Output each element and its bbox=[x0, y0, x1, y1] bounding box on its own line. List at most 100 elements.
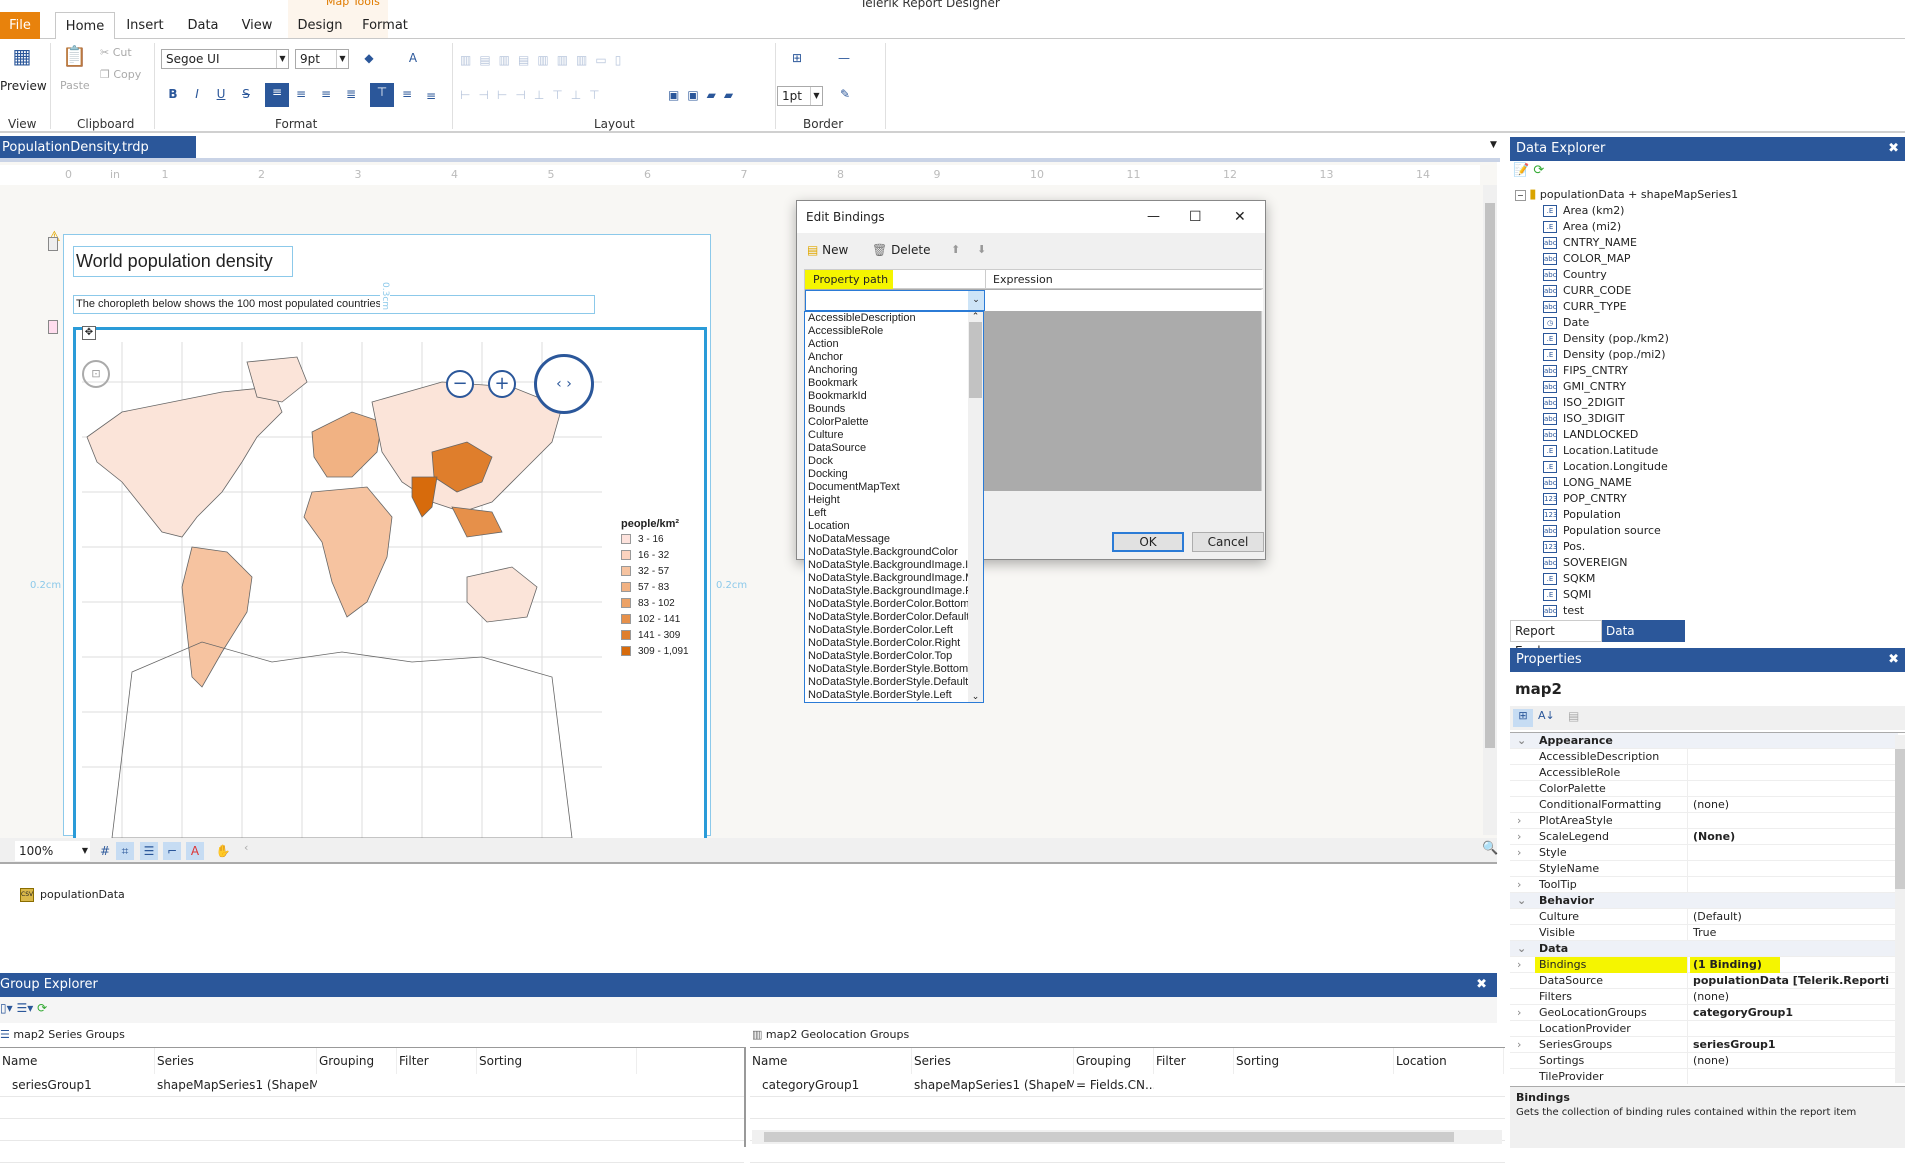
property-row[interactable]: Filters (none) bbox=[1510, 989, 1898, 1005]
chevron-right-icon[interactable]: › bbox=[1517, 846, 1522, 859]
field-item[interactable]: .E Density (pop./km2) bbox=[1543, 331, 1669, 347]
dropdown-option[interactable]: Location bbox=[808, 520, 850, 532]
paste-button[interactable]: Paste bbox=[60, 79, 90, 92]
guides-icon[interactable]: ☰ bbox=[140, 842, 158, 860]
dropdown-option[interactable]: Bookmark bbox=[808, 377, 858, 389]
delete-binding-button[interactable]: 🗑 Delete bbox=[872, 243, 931, 257]
field-item[interactable]: 123 POP_CNTRY bbox=[1543, 491, 1627, 507]
field-item[interactable]: .E Location.Latitude bbox=[1543, 443, 1658, 459]
map-item[interactable]: ✥ ⊡ − + ‹ › people/km² 3 - 16 16 - 32 32 -… bbox=[73, 326, 707, 839]
copy-button[interactable]: ❐ Copy bbox=[100, 68, 141, 81]
column-header[interactable]: Grouping bbox=[1074, 1048, 1154, 1074]
property-category[interactable]: ⌄ Behavior bbox=[1510, 893, 1898, 909]
dropdown-scrollbar[interactable]: ⌃ ⌄ bbox=[968, 312, 983, 702]
categorized-icon[interactable]: ⊞ bbox=[1513, 709, 1533, 727]
align-middle-icon[interactable]: ≡ bbox=[401, 87, 413, 101]
tab-menu-icon[interactable]: ▼ bbox=[1490, 140, 1497, 150]
property-value[interactable]: categoryGroup1 bbox=[1693, 1006, 1794, 1019]
property-row[interactable]: › PlotAreaStyle bbox=[1510, 813, 1898, 829]
table-cell[interactable] bbox=[1154, 1074, 1234, 1096]
tab-format[interactable]: Format bbox=[362, 18, 408, 33]
dropdown-option[interactable]: NoDataStyle.BorderColor.Top bbox=[808, 650, 953, 662]
vertical-scrollbar[interactable] bbox=[1483, 185, 1497, 835]
font-color-icon[interactable]: A bbox=[408, 51, 418, 65]
collapse-icon[interactable]: − bbox=[1515, 190, 1526, 201]
field-item[interactable]: abc CURR_CODE bbox=[1543, 283, 1631, 299]
scrollbar-thumb[interactable] bbox=[1485, 203, 1495, 748]
maximize-icon[interactable]: ☐ bbox=[1189, 209, 1202, 225]
close-icon[interactable]: ✖ bbox=[1888, 652, 1899, 667]
tab-view[interactable]: View bbox=[241, 18, 273, 33]
dropdown-option[interactable]: NoDataStyle.BackgroundImage.In bbox=[808, 559, 969, 571]
property-row[interactable]: AccessibleRole bbox=[1510, 765, 1898, 781]
dropdown-option[interactable]: Culture bbox=[808, 429, 844, 441]
field-item[interactable]: .E Area (km2) bbox=[1543, 203, 1624, 219]
field-item[interactable]: abc ISO_2DIGIT bbox=[1543, 395, 1625, 411]
property-value[interactable]: populationData [Telerik.Reporting.Cs bbox=[1693, 974, 1890, 987]
field-item[interactable]: 123 Population bbox=[1543, 507, 1621, 523]
property-row[interactable]: › ScaleLegend (None) bbox=[1510, 829, 1898, 845]
dropdown-option[interactable]: AccessibleRole bbox=[808, 325, 884, 337]
dropdown-option[interactable]: NoDataStyle.BorderColor.Left bbox=[808, 624, 953, 636]
minimize-icon[interactable]: — bbox=[1147, 209, 1160, 224]
dropdown-option[interactable]: NoDataMessage bbox=[808, 533, 890, 545]
refresh-icon[interactable]: ⟳ bbox=[1533, 163, 1545, 178]
dropdown-option[interactable]: NoDataStyle.BorderStyle.Left bbox=[808, 689, 952, 701]
dropdown-option[interactable]: DocumentMapText bbox=[808, 481, 900, 493]
font-size-select[interactable]: 9pt ▼ bbox=[295, 49, 349, 69]
property-category[interactable]: ⌄ Appearance bbox=[1510, 733, 1898, 749]
bold-icon[interactable]: B bbox=[168, 87, 178, 101]
chevron-right-icon[interactable]: › bbox=[1517, 830, 1522, 843]
grid-icon[interactable]: # bbox=[99, 844, 111, 858]
table-cell[interactable]: shapeMapSeries1 (ShapeM... bbox=[157, 1078, 317, 1092]
list-icon[interactable]: ☰▾ bbox=[16, 1001, 38, 1015]
edit-datasource-icon[interactable]: 📝 bbox=[1513, 163, 1530, 178]
column-property-path[interactable]: Property path bbox=[805, 270, 893, 289]
new-binding-button[interactable]: ▤ New bbox=[807, 243, 848, 257]
chevron-right-icon[interactable]: › bbox=[1517, 878, 1522, 891]
layout-order-icons[interactable]: ▣▣▰▰ bbox=[668, 88, 742, 102]
tab-report-explorer[interactable]: Report Explorer bbox=[1510, 620, 1602, 658]
field-item[interactable]: abc LANDLOCKED bbox=[1543, 427, 1638, 443]
align-top-icon[interactable]: ⊤ bbox=[370, 83, 394, 107]
property-value[interactable]: (none) bbox=[1693, 990, 1730, 1003]
chevron-right-icon[interactable]: › bbox=[1517, 1038, 1522, 1051]
chevron-right-icon[interactable]: › bbox=[1517, 814, 1522, 827]
column-header[interactable]: Filter bbox=[1154, 1048, 1234, 1074]
zoom-out-icon[interactable]: − bbox=[446, 370, 474, 398]
table-cell[interactable] bbox=[1394, 1074, 1504, 1096]
field-item[interactable]: abc CURR_TYPE bbox=[1543, 299, 1627, 315]
table-cell[interactable] bbox=[397, 1074, 477, 1096]
tab-file[interactable]: File bbox=[0, 12, 40, 39]
table-cell[interactable] bbox=[317, 1074, 397, 1096]
dropdown-option[interactable]: Left bbox=[808, 507, 827, 519]
dropdown-option[interactable]: BookmarkId bbox=[808, 390, 867, 402]
field-item[interactable]: .E SQMI bbox=[1543, 587, 1591, 603]
property-row[interactable]: Culture (Default) bbox=[1510, 909, 1898, 925]
property-row[interactable]: › GeoLocationGroups categoryGroup1 bbox=[1510, 1005, 1898, 1021]
field-item[interactable]: abc test bbox=[1543, 603, 1584, 619]
tab-data[interactable]: Data bbox=[187, 18, 219, 33]
property-value[interactable]: (Default) bbox=[1693, 910, 1742, 923]
dropdown-option[interactable]: Height bbox=[808, 494, 840, 506]
align-bottom-icon[interactable]: ≡ bbox=[425, 89, 437, 103]
dropdown-option[interactable]: AccessibleDescription bbox=[808, 312, 916, 324]
tab-data-explorer[interactable]: Data Explorer bbox=[1602, 620, 1685, 660]
property-row[interactable]: › Bindings (1 Binding) bbox=[1510, 957, 1898, 973]
field-item[interactable]: abc LONG_NAME bbox=[1543, 475, 1632, 491]
ok-button[interactable]: OK bbox=[1112, 532, 1184, 552]
field-item[interactable]: 123 Pos. bbox=[1543, 539, 1585, 555]
chevron-down-icon[interactable]: ⌄ bbox=[968, 291, 984, 310]
field-item[interactable]: abc FIPS_CNTRY bbox=[1543, 363, 1628, 379]
dropdown-option[interactable]: NoDataStyle.BorderStyle.Default bbox=[808, 676, 969, 688]
dropdown-option[interactable]: NoDataStyle.BackgroundImage.F bbox=[808, 585, 969, 597]
text-icon[interactable]: A bbox=[186, 842, 204, 860]
ruler-icon[interactable]: ⌐ bbox=[163, 842, 181, 860]
dropdown-option[interactable]: DataSource bbox=[808, 442, 867, 454]
field-item[interactable]: .E SQKM bbox=[1543, 571, 1595, 587]
dropdown-option[interactable]: NoDataStyle.BorderColor.Bottom bbox=[808, 598, 969, 610]
align-left-icon[interactable]: ≡ bbox=[265, 83, 289, 107]
field-item[interactable]: .E Density (pop./mi2) bbox=[1543, 347, 1666, 363]
property-row[interactable]: LocationProvider bbox=[1510, 1021, 1898, 1037]
tab-design[interactable]: Design bbox=[297, 18, 343, 33]
